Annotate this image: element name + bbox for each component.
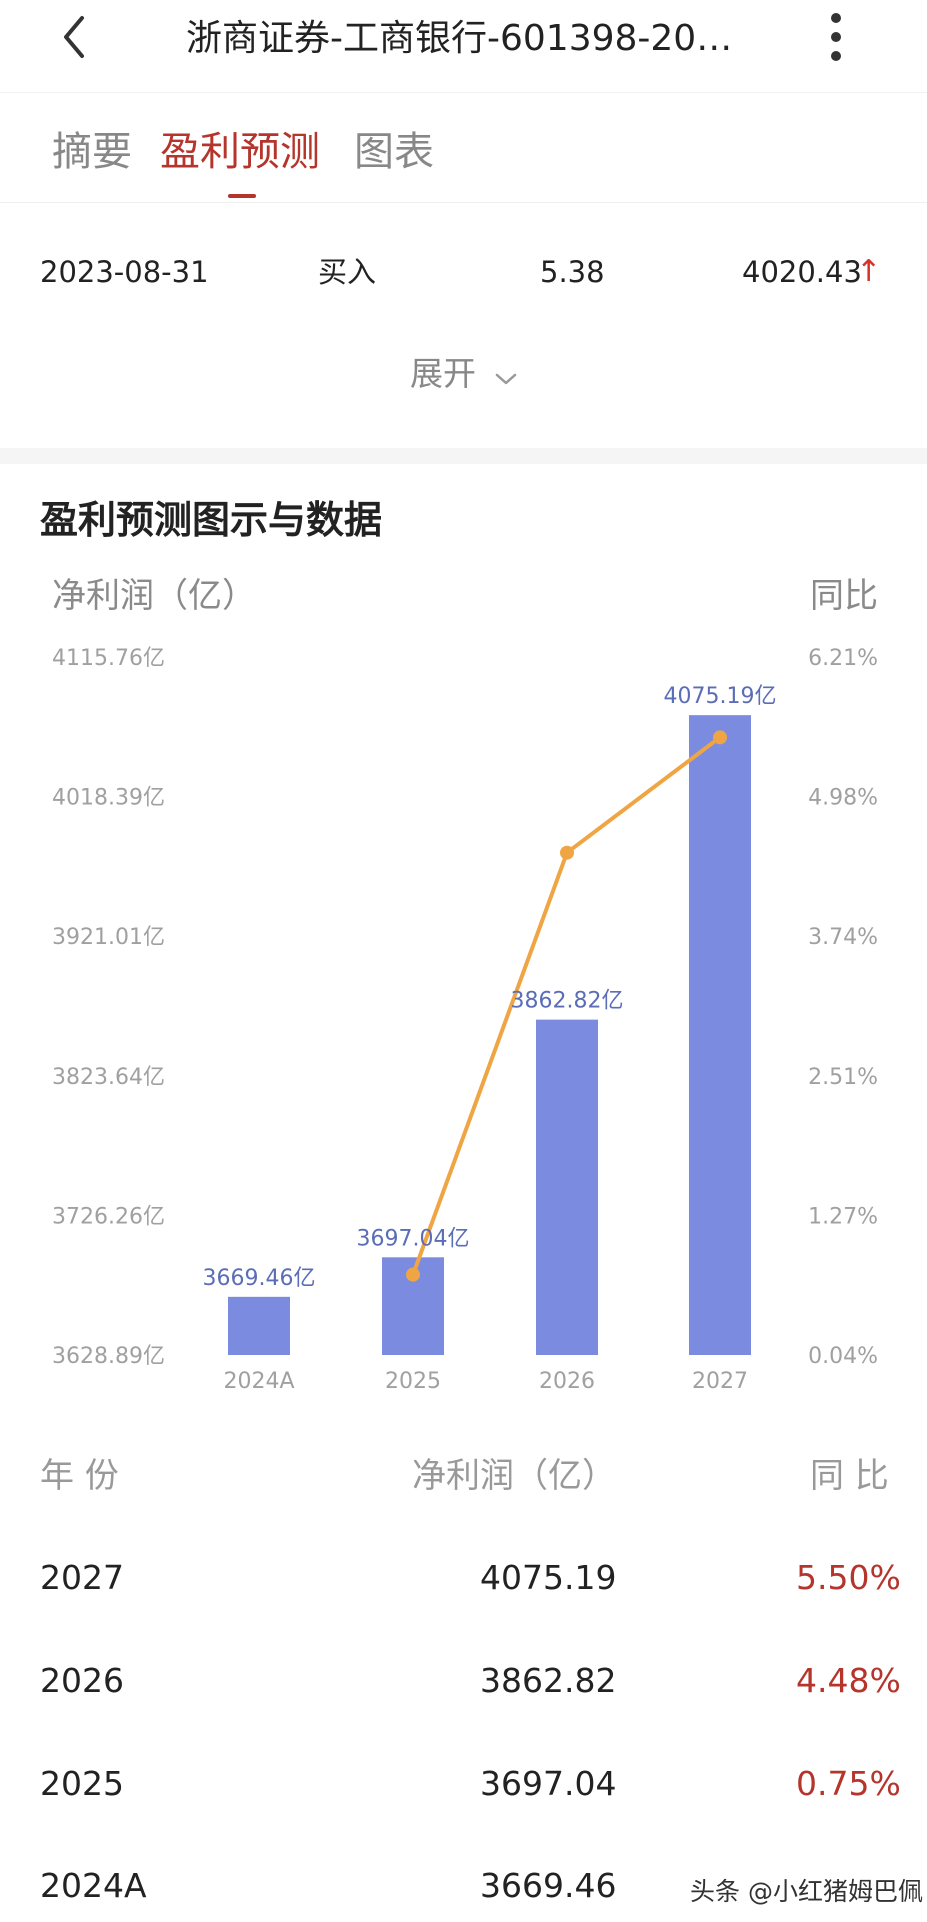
right-axis-title: 同比: [810, 576, 878, 616]
bar-value-label: 4075.19亿: [664, 684, 777, 709]
tab-bar: 摘要 盈利预测 图表: [0, 110, 927, 203]
y2-tick-label: 2.51%: [808, 1065, 878, 1090]
back-button[interactable]: [52, 12, 102, 62]
bar-value-label: 3862.82亿: [511, 989, 624, 1014]
bar: [689, 715, 751, 1355]
up-arrow-icon: ↑: [856, 254, 882, 289]
y2-tick-label: 1.27%: [808, 1204, 878, 1229]
bar-value-label: 3669.46亿: [203, 1266, 316, 1291]
yoy-point: [713, 730, 727, 745]
expand-button[interactable]: 展开: [410, 350, 518, 398]
y-tick-label: 3921.01亿: [52, 925, 165, 950]
col-header-year: 年 份: [40, 1456, 119, 1496]
yoy-point: [406, 1267, 420, 1282]
watermark-text: 头条 @小红猪姆巴佩: [690, 1877, 923, 1906]
table-row: 2026 3862.82 4.48%: [0, 1651, 927, 1711]
table-header: 年 份 净利润（亿） 同 比: [0, 1448, 927, 1504]
active-tab-indicator: [228, 194, 256, 198]
x-tick-label: 2024A: [223, 1369, 294, 1394]
rating-row: 2023-08-31 买入 5.38 4020.43 ↑: [0, 248, 927, 296]
row-profit: 3697.04: [480, 1764, 617, 1803]
left-axis-ticks: 3628.89亿 3726.26亿 3823.64亿 3921.01亿 4018.39亿…: [52, 646, 165, 1369]
earnings-forecast-chart: 净利润（亿） 同比 3628.89亿 3726.26亿 3823.64亿 3921.0…: [52, 576, 878, 1394]
row-yoy: 0.75%: [796, 1764, 901, 1803]
y2-tick-label: 6.21%: [808, 646, 878, 671]
x-tick-label: 2027: [692, 1369, 748, 1394]
table-row: 2024A 3669.46: [0, 1856, 927, 1916]
row-year: 2027: [40, 1558, 124, 1597]
right-axis-ticks: 0.04% 1.27% 2.51% 3.74% 4.98% 6.21%: [808, 646, 878, 1369]
x-axis-ticks: 2024A 2025 2026 2027: [223, 1369, 748, 1394]
section-divider: [0, 448, 927, 464]
top-bar: 浙商证券-工商银行-601398-20…: [0, 0, 927, 93]
bar: [228, 1296, 290, 1355]
x-tick-label: 2026: [539, 1369, 595, 1394]
row-year: 2024A: [40, 1866, 147, 1905]
rating-action: 买入: [318, 255, 377, 289]
row-profit: 3862.82: [480, 1661, 617, 1700]
table-row: 2025 3697.04 0.75%: [0, 1754, 927, 1814]
page-title: 浙商证券-工商银行-601398-20…: [186, 18, 733, 59]
y2-tick-label: 3.74%: [808, 925, 878, 950]
yoy-point: [560, 845, 574, 860]
y2-tick-label: 0.04%: [808, 1344, 878, 1369]
rating-price: 5.38: [540, 255, 605, 289]
y2-tick-label: 4.98%: [808, 786, 878, 811]
rating-date: 2023-08-31: [40, 255, 209, 289]
y-tick-label: 3726.26亿: [52, 1204, 165, 1229]
left-axis-title: 净利润（亿）: [52, 576, 256, 616]
tab-charts[interactable]: 图表: [354, 129, 434, 175]
row-profit: 4075.19: [480, 1558, 617, 1597]
y-tick-label: 4018.39亿: [52, 786, 165, 811]
table-row: 2027 4075.19 5.50%: [0, 1548, 927, 1608]
yoy-line-series: [406, 730, 727, 1282]
bar-data-labels: 3669.46亿 3697.04亿 3862.82亿 4075.19亿: [203, 684, 777, 1291]
bar: [536, 1019, 598, 1355]
bar-series: [228, 715, 751, 1355]
row-year: 2025: [40, 1764, 124, 1803]
row-yoy: 5.50%: [796, 1558, 901, 1597]
x-tick-label: 2025: [385, 1369, 441, 1394]
more-button[interactable]: [816, 10, 856, 66]
row-profit: 3669.46: [480, 1866, 617, 1905]
expand-label: 展开: [410, 354, 476, 393]
row-yoy: 4.48%: [796, 1661, 901, 1700]
more-vertical-icon: [831, 13, 841, 61]
col-header-yoy: 同 比: [810, 1456, 889, 1496]
y-tick-label: 4115.76亿: [52, 646, 165, 671]
tab-summary[interactable]: 摘要: [52, 129, 132, 175]
section-title: 盈利预测图示与数据: [40, 498, 383, 542]
col-header-profit: 净利润（亿）: [412, 1456, 616, 1496]
y-tick-label: 3628.89亿: [52, 1344, 165, 1369]
tab-earnings-forecast[interactable]: 盈利预测: [160, 129, 320, 175]
bar-value-label: 3697.04亿: [357, 1226, 470, 1251]
y-tick-label: 3823.64亿: [52, 1065, 165, 1090]
chevron-left-icon: [64, 16, 84, 58]
row-year: 2026: [40, 1661, 124, 1700]
rating-value: 4020.43: [742, 255, 862, 289]
chevron-down-icon: [494, 352, 518, 400]
